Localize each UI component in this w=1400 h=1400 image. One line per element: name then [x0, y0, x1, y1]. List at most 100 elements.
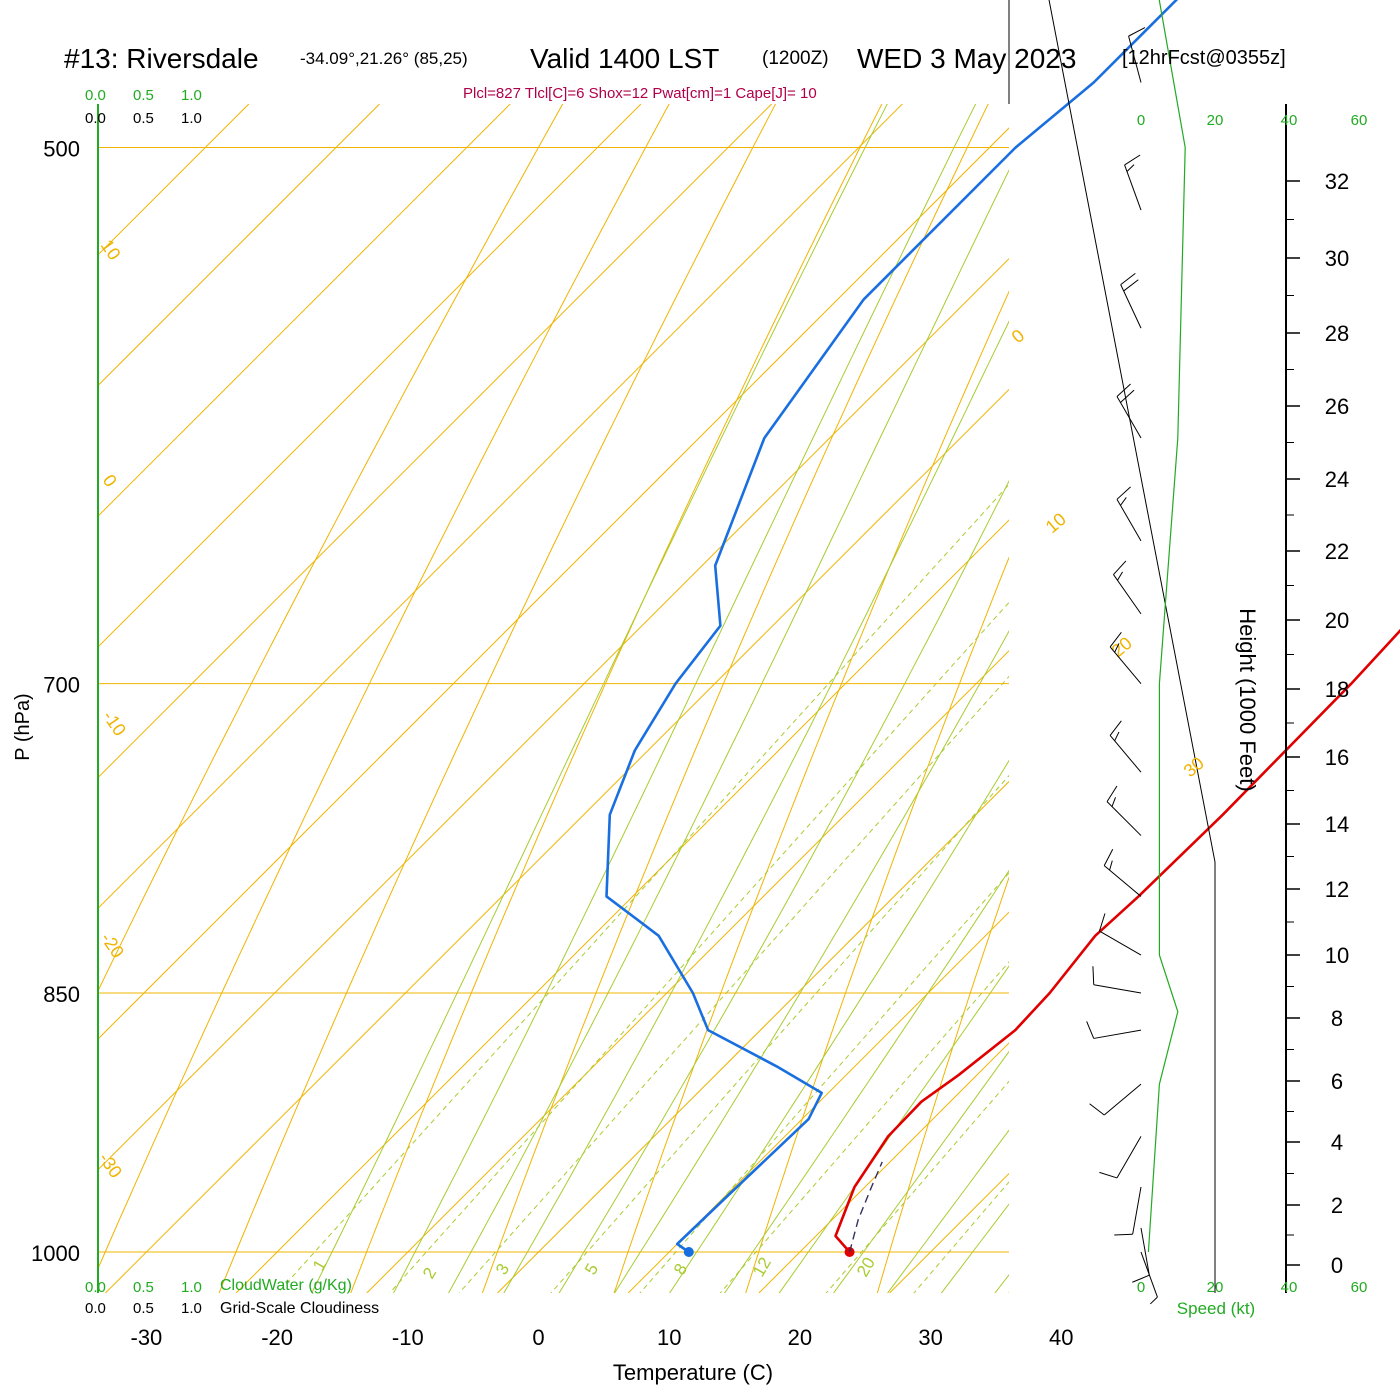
forecast-info: [12hrFcst@0355z]: [1122, 47, 1286, 69]
pressure-tick-label: 850: [43, 982, 80, 1007]
wind-barb-flag: [1099, 1171, 1118, 1179]
isotherm-label: 0: [1008, 325, 1029, 347]
isotherm-line: [98, 104, 772, 779]
speed-tick-label-bottom: 60: [1351, 1279, 1368, 1296]
mixing-ratio-line: [550, 774, 1009, 1293]
wind-barb-flag: [1114, 731, 1120, 742]
wind-barb: [1124, 154, 1142, 211]
dry-adiabat-line: [745, 556, 1009, 1293]
data-series: [605, 0, 1400, 1257]
isotherm-label: 20: [1108, 633, 1136, 661]
wind-barb-staff: [1093, 1029, 1142, 1039]
wind-barb-flag: [1120, 497, 1127, 506]
pressure-tick-label: 1000: [31, 1241, 80, 1266]
wind-barb-staff: [1140, 1227, 1150, 1276]
mixing-ratio-line: [639, 872, 1009, 1293]
cloudwater-tick-top-1: 0.5: [133, 87, 154, 104]
dewpoint-profile: [605, 0, 1179, 1254]
moist-adiabat-line: [311, 104, 888, 1293]
cloudiness-tick-top-0: 0.0: [85, 110, 106, 127]
dry-adiabat-line: [98, 104, 564, 993]
mixing-ratio-line: [277, 483, 1009, 1293]
pressure-tick-label: 700: [43, 673, 80, 698]
speed-tick-label-bottom: 0: [1137, 1279, 1145, 1296]
wind-barb-flag: [1098, 913, 1106, 932]
wind-barb: [1106, 785, 1142, 836]
wind-barb: [1092, 966, 1142, 994]
cloudwater-tick-bottom-2: 1.0: [181, 1279, 202, 1296]
wind-barb-flag: [1092, 966, 1095, 985]
isotherm-line: [98, 104, 250, 256]
moist-adiabat-line: [887, 1129, 1009, 1293]
cloudiness-tick-bottom-1: 0.5: [133, 1300, 154, 1317]
isotherm-line: [98, 257, 1009, 1171]
wind-barb: [1089, 1083, 1142, 1116]
isotherm-label: -20: [97, 929, 128, 962]
moist-adiabat-line: [724, 869, 1009, 1293]
moist-adiabat-line: [392, 104, 977, 1293]
wind-barb-flag: [1116, 383, 1131, 397]
height-tick-label: 20: [1325, 608, 1349, 633]
isotherm-line: [758, 1042, 1009, 1293]
height-tick-label: 32: [1325, 169, 1349, 194]
speed-axis-title: Speed (kt): [1177, 1299, 1255, 1318]
station-title: #13: Riversdale: [64, 43, 259, 74]
plot-frame: [97, 0, 1216, 1293]
utc-time: (1200Z): [762, 48, 829, 69]
x-axis-title: Temperature (C): [613, 1360, 773, 1385]
wind-barb-staff: [1116, 396, 1142, 439]
wind-barb-staff: [1113, 574, 1142, 615]
wind-barb-staff: [1103, 865, 1142, 897]
wind-barb-flag: [1132, 1274, 1150, 1283]
wind-barb-flag: [1114, 643, 1120, 653]
wind-panel-boundary: [1008, 0, 1216, 1293]
wind-barb-flag: [1111, 797, 1117, 807]
wind-barb-staff: [1103, 1083, 1142, 1116]
wind-barb: [1128, 27, 1146, 83]
wind-barb-flag: [1086, 1021, 1095, 1039]
temperature-tick-label: 0: [532, 1325, 544, 1350]
wind-barb: [1116, 383, 1142, 439]
speed-tick-label-top: 20: [1207, 112, 1224, 129]
cloudwater-tick-bottom-1: 0.5: [133, 1279, 154, 1296]
isotherm-label: -30: [95, 1149, 126, 1182]
isotherm-line: [497, 780, 1009, 1293]
wind-barb-flag: [1106, 785, 1118, 802]
cloudwater-tick-top-0: 0.0: [85, 87, 106, 104]
cloudiness-label: Grid-Scale Cloudiness: [220, 1300, 379, 1317]
wind-barb-flag: [1113, 560, 1127, 575]
temperature-tick-label: -30: [131, 1325, 163, 1350]
mixing-ratio-label: 1: [309, 1256, 330, 1274]
height-tick-label: 26: [1325, 394, 1349, 419]
moist-adiabat-line: [558, 480, 1009, 1293]
height-axis-title: Height (1000 Feet): [1235, 608, 1260, 791]
height-tick-label: 30: [1325, 246, 1349, 271]
mixing-ratio-line: [825, 1080, 1009, 1293]
speed-tick-label-top: 0: [1137, 112, 1145, 129]
height-tick-label: 28: [1325, 321, 1349, 346]
height-tick-label: 6: [1331, 1069, 1343, 1094]
temperature-tick-label: 10: [657, 1325, 681, 1350]
isotherm-line: [98, 104, 903, 910]
temperature-tick-label: -20: [261, 1325, 293, 1350]
wind-barb: [1114, 1186, 1142, 1236]
wind-barb-flag: [1114, 1233, 1133, 1236]
dry-adiabat-line: [218, 104, 777, 1293]
wind-barb-flag: [1103, 848, 1114, 866]
mixing-ratio-line: [389, 601, 1009, 1293]
cloudwater-label: CloudWater (g/Kg): [220, 1277, 352, 1294]
speed-tick-label-top: 60: [1351, 112, 1368, 129]
cloudiness-tick-top-2: 1.0: [181, 110, 202, 127]
valid-time: Valid 1400 LST: [530, 43, 719, 74]
wind-barb: [1103, 848, 1142, 897]
cloudiness-tick-bottom-0: 0.0: [85, 1300, 106, 1317]
wind-barb: [1116, 486, 1142, 542]
isotherm-label: -10: [99, 707, 130, 740]
cloudiness-tick-bottom-2: 1.0: [181, 1300, 202, 1317]
wind-barb-flag: [1126, 164, 1135, 172]
moist-adiabat-line: [940, 1203, 1009, 1293]
isotherm-line: [627, 911, 1009, 1293]
height-tick-label: 2: [1331, 1193, 1343, 1218]
